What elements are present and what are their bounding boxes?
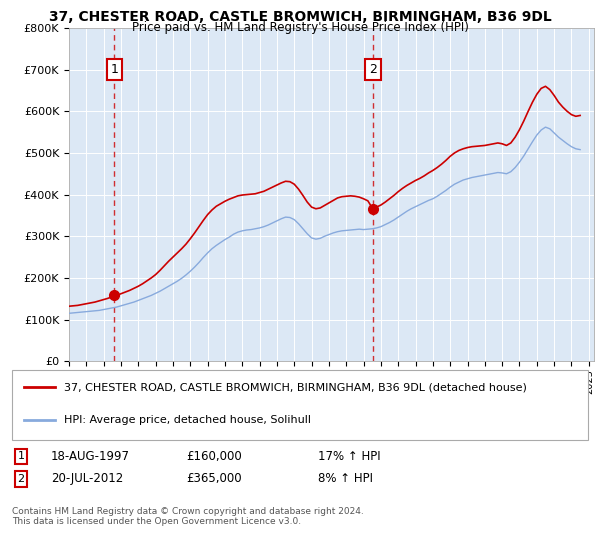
Text: 17% ↑ HPI: 17% ↑ HPI: [318, 450, 380, 463]
Text: 1: 1: [17, 451, 25, 461]
Text: 18-AUG-1997: 18-AUG-1997: [51, 450, 130, 463]
Text: Price paid vs. HM Land Registry's House Price Index (HPI): Price paid vs. HM Land Registry's House …: [131, 21, 469, 34]
Text: 20-JUL-2012: 20-JUL-2012: [51, 472, 123, 486]
Text: 2: 2: [369, 63, 377, 76]
Text: 8% ↑ HPI: 8% ↑ HPI: [318, 472, 373, 486]
FancyBboxPatch shape: [12, 370, 588, 440]
Text: 1: 1: [110, 63, 118, 76]
Text: HPI: Average price, detached house, Solihull: HPI: Average price, detached house, Soli…: [64, 415, 311, 425]
Text: 37, CHESTER ROAD, CASTLE BROMWICH, BIRMINGHAM, B36 9DL (detached house): 37, CHESTER ROAD, CASTLE BROMWICH, BIRMI…: [64, 382, 527, 392]
Text: 37, CHESTER ROAD, CASTLE BROMWICH, BIRMINGHAM, B36 9DL: 37, CHESTER ROAD, CASTLE BROMWICH, BIRMI…: [49, 10, 551, 24]
Text: Contains HM Land Registry data © Crown copyright and database right 2024.
This d: Contains HM Land Registry data © Crown c…: [12, 507, 364, 526]
Text: £365,000: £365,000: [186, 472, 242, 486]
Text: 2: 2: [17, 474, 25, 484]
Text: £160,000: £160,000: [186, 450, 242, 463]
